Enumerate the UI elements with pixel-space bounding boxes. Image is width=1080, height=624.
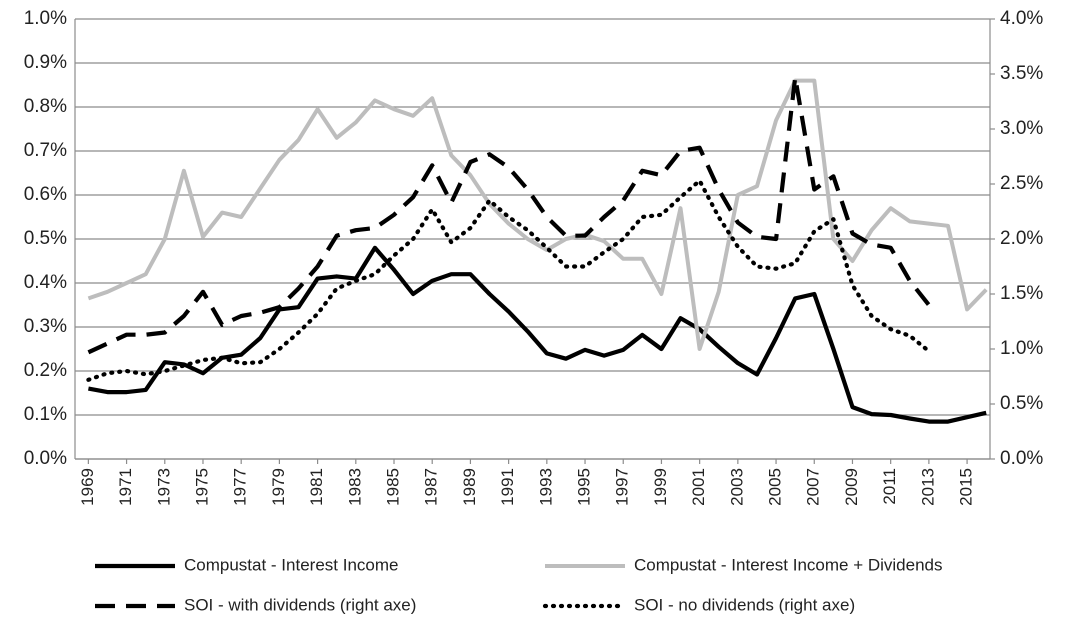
x-tick-label: 1987 <box>422 468 441 506</box>
x-tick-label: 1975 <box>192 468 211 506</box>
legend-label: Compustat - Interest Income <box>184 555 398 574</box>
y2-tick-label: 4.0% <box>1000 8 1043 29</box>
y-tick-label: 0.3% <box>24 316 67 337</box>
x-tick-label: 2013 <box>918 468 937 506</box>
y2-tick-label: 2.0% <box>1000 228 1043 249</box>
y2-tick-label: 1.0% <box>1000 338 1043 359</box>
y-tick-label: 0.5% <box>24 228 67 249</box>
legend-label: SOI - no dividends (right axe) <box>634 595 855 614</box>
x-tick-label: 2011 <box>880 468 899 505</box>
x-tick-label: 1989 <box>460 468 479 506</box>
x-tick-label: 2001 <box>689 468 708 506</box>
x-tick-label: 1983 <box>345 468 364 506</box>
x-tick-label: 2005 <box>766 468 785 506</box>
y-tick-label: 0.2% <box>24 360 67 381</box>
x-tick-label: 1977 <box>231 468 250 506</box>
y2-tick-label: 3.0% <box>1000 118 1043 139</box>
x-tick-label: 1991 <box>498 468 517 506</box>
y2-tick-label: 0.5% <box>1000 393 1043 414</box>
y-tick-label: 1.0% <box>24 8 67 29</box>
y-tick-label: 0.1% <box>24 404 67 425</box>
x-tick-label: 1971 <box>116 468 135 506</box>
x-tick-label: 2009 <box>842 468 861 506</box>
series-line <box>86 178 931 382</box>
y-tick-label: 0.9% <box>24 52 67 73</box>
y2-tick-label: 2.5% <box>1000 173 1043 194</box>
y-tick-label: 0.7% <box>24 140 67 161</box>
x-tick-label: 1995 <box>575 468 594 506</box>
x-tick-label: 1997 <box>613 468 632 506</box>
series-line <box>88 245 987 424</box>
x-tick-label: 2003 <box>727 468 746 506</box>
x-tick-label: 1993 <box>536 468 555 506</box>
y-tick-label: 0.6% <box>24 184 67 205</box>
x-tick-label: 2007 <box>804 468 823 506</box>
y2-tick-label: 3.5% <box>1000 63 1043 84</box>
legend-label: SOI - with dividends (right axe) <box>184 595 416 614</box>
x-tick-label: 1999 <box>651 468 670 506</box>
x-tick-label: 1973 <box>154 468 173 506</box>
x-tick-label: 1981 <box>307 468 326 506</box>
y-tick-label: 0.4% <box>24 272 67 293</box>
x-tick-label: 1969 <box>78 468 97 506</box>
legend-label: Compustat - Interest Income + Dividends <box>634 555 943 574</box>
y2-tick-label: 0.0% <box>1000 448 1043 469</box>
x-tick-label: 1979 <box>269 468 288 506</box>
series-line <box>87 78 988 351</box>
y-tick-label: 0.0% <box>24 448 67 469</box>
x-tick-label: 1985 <box>383 468 402 506</box>
x-tick-label: 2015 <box>957 468 976 506</box>
y2-tick-label: 1.5% <box>1000 283 1043 304</box>
y-tick-label: 0.8% <box>24 96 67 117</box>
